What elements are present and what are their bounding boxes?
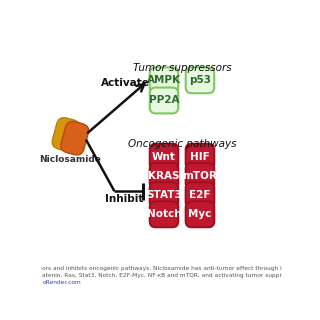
FancyBboxPatch shape: [150, 201, 178, 227]
Text: Inhibit: Inhibit: [105, 194, 143, 204]
Text: Activate: Activate: [101, 78, 150, 88]
Text: HIF: HIF: [190, 152, 210, 162]
Text: PP2A: PP2A: [149, 95, 179, 106]
FancyBboxPatch shape: [150, 163, 178, 189]
FancyBboxPatch shape: [186, 68, 214, 93]
FancyBboxPatch shape: [150, 88, 178, 113]
Text: oRender.com: oRender.com: [43, 280, 81, 285]
Text: mTOR: mTOR: [182, 171, 217, 181]
FancyBboxPatch shape: [150, 182, 178, 208]
Text: ors and inhibits oncogenic pathways. Niclosamide has anti-tumor effect through i: ors and inhibits oncogenic pathways. Nic…: [43, 266, 282, 271]
FancyBboxPatch shape: [61, 121, 89, 155]
Text: E2F: E2F: [189, 190, 211, 200]
Text: Myc: Myc: [188, 209, 212, 219]
FancyBboxPatch shape: [186, 201, 214, 227]
Text: Notch: Notch: [147, 209, 181, 219]
FancyBboxPatch shape: [150, 144, 178, 170]
Text: Oncogenic pathways: Oncogenic pathways: [128, 139, 236, 149]
Text: atenin, Ras, Stat3, Notch, E2F-Myc, NF-κB and mTOR, and activating tumor suppr: atenin, Ras, Stat3, Notch, E2F-Myc, NF-κ…: [43, 273, 282, 278]
Text: AMPK: AMPK: [147, 75, 181, 85]
FancyBboxPatch shape: [186, 144, 214, 170]
FancyBboxPatch shape: [186, 163, 214, 189]
Text: KRAS: KRAS: [148, 171, 180, 181]
Text: Niclosamide: Niclosamide: [39, 156, 101, 164]
FancyBboxPatch shape: [52, 118, 80, 151]
FancyBboxPatch shape: [186, 182, 214, 208]
Text: Tumor suppressors: Tumor suppressors: [133, 63, 231, 73]
Text: Wnt: Wnt: [152, 152, 176, 162]
Text: p53: p53: [189, 75, 211, 85]
FancyBboxPatch shape: [150, 68, 178, 93]
Text: STAT3: STAT3: [146, 190, 182, 200]
